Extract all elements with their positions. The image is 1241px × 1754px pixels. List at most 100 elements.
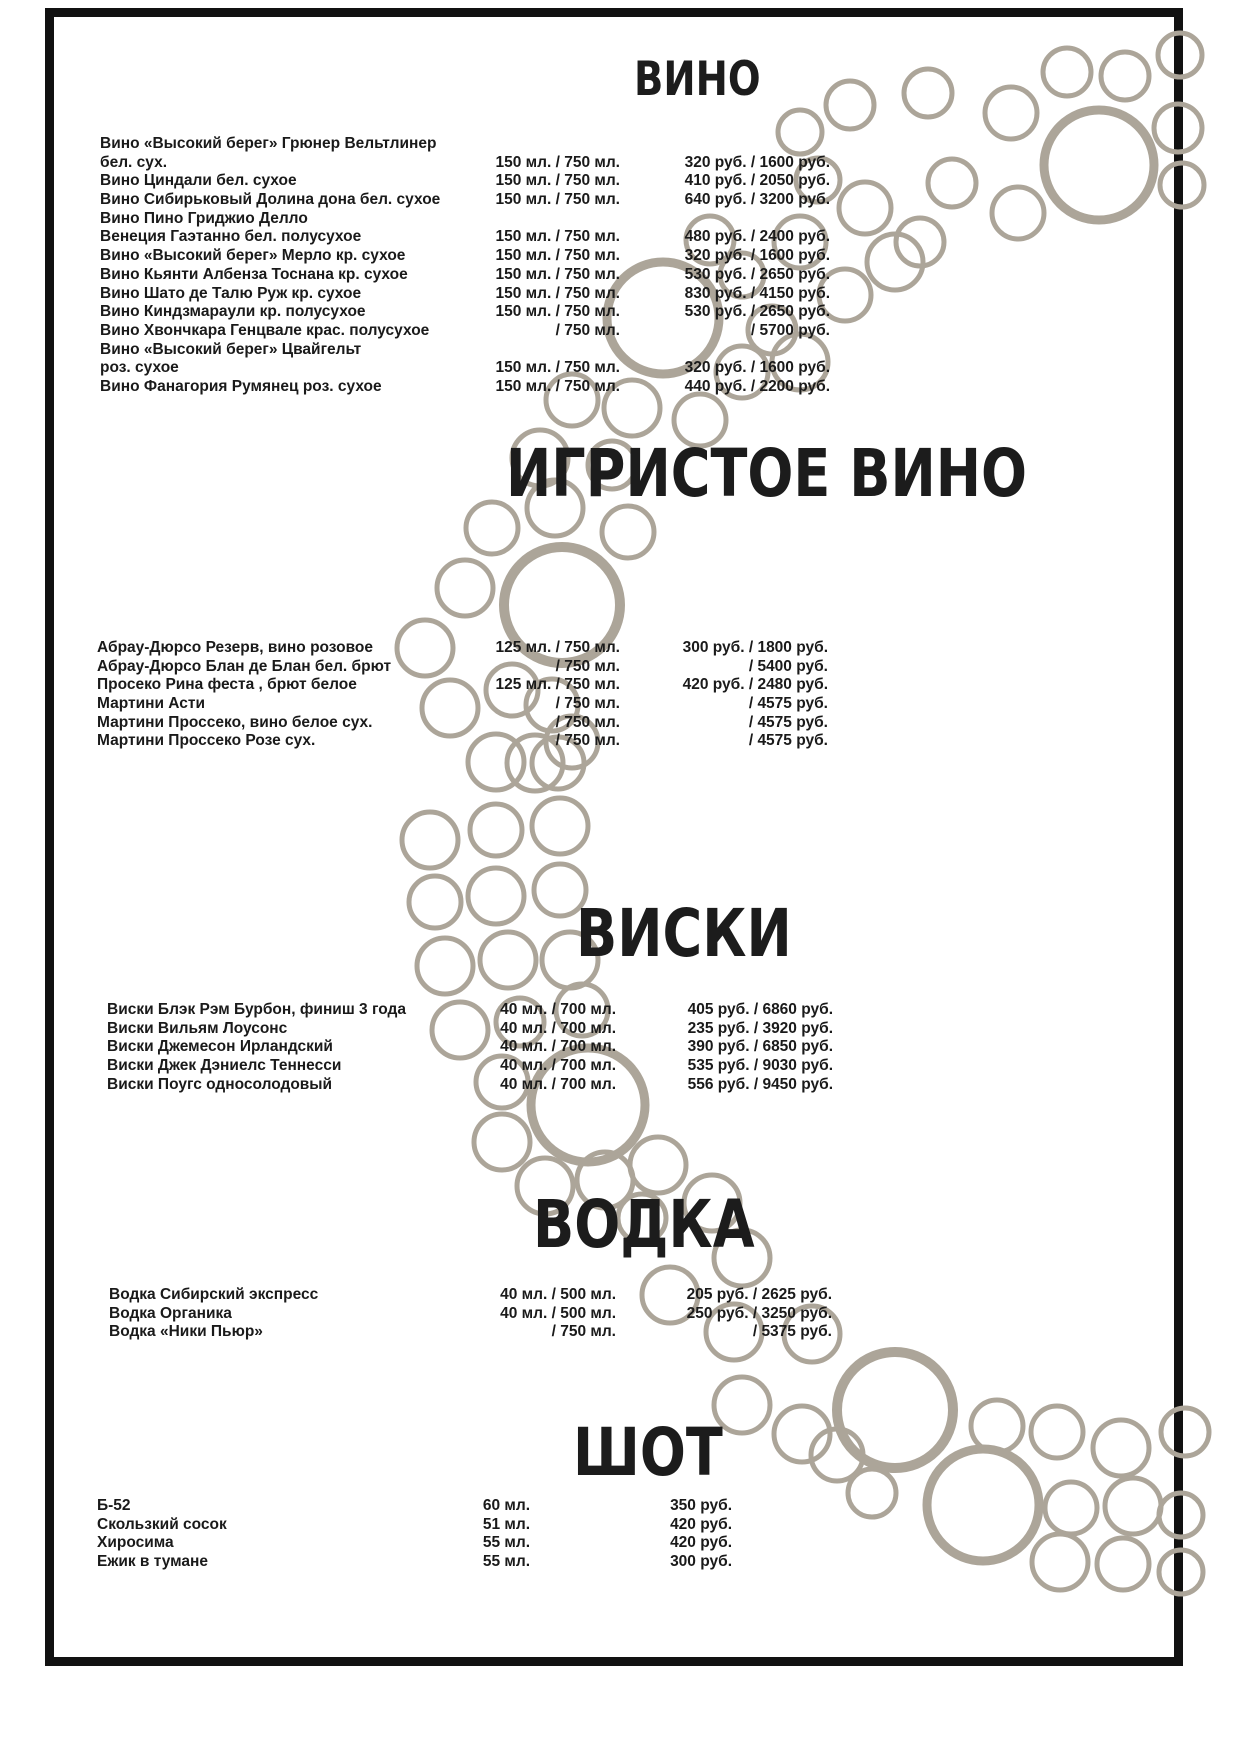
- menu-row: Вино Циндали бел. сухое 150 мл. / 750 мл.…: [0, 172, 1000, 191]
- menu-row: Виски Блэк Рэм Бурбон, финиш 3 года 40 мл…: [0, 1001, 1000, 1020]
- item-name: Вино Хвончкара Генцвале крас. полусухое: [100, 321, 430, 339]
- decorative-ring: [845, 1466, 899, 1520]
- item-name: Вино Киндзмараули кр. полусухое: [100, 303, 366, 321]
- item-volume: 150 мл. / 750 мл.: [495, 359, 621, 377]
- decorative-ring: [504, 732, 566, 794]
- decorative-ring: [473, 1053, 531, 1111]
- menu-row: Виски Джек Дэниелс Теннесси 40 мл. / 700 …: [0, 1057, 1000, 1076]
- decorative-ring: [1039, 105, 1159, 225]
- heading-wine: ВИНО: [634, 52, 761, 107]
- item-volume: 55 мл.: [482, 1553, 530, 1571]
- heading-whisky: ВИСКИ: [576, 895, 792, 972]
- item-volume: / 750 мл.: [551, 1323, 616, 1341]
- item-name: бел. сух.: [100, 153, 168, 171]
- decorative-ring: [1155, 30, 1205, 80]
- menu-row: Водка Органика 40 мл. / 500 мл. 250 руб. /…: [0, 1305, 1000, 1324]
- item-name: Виски Блэк Рэм Бурбон, финиш 3 года: [107, 1001, 406, 1018]
- decorative-ring: [893, 215, 947, 269]
- item-name: Просеко Рина феста , брют белое: [97, 676, 357, 694]
- item-price: 235 руб. / 3920 руб.: [687, 1019, 833, 1037]
- decorative-ring: [671, 391, 729, 449]
- decorative-ring: [601, 377, 663, 439]
- decorative-ring: [523, 676, 581, 734]
- decorative-ring: [543, 371, 601, 429]
- item-name: Абрау-Дюрсо Блан де Блан бел. брют: [97, 657, 392, 675]
- item-name: Венеция Гаэтанно бел. полусухое: [100, 228, 362, 246]
- decorative-ring: [968, 1397, 1026, 1455]
- decorative-ring: [989, 184, 1047, 242]
- decorative-ring: [493, 995, 547, 1049]
- item-name: Хиросима: [97, 1534, 174, 1552]
- item-volume: 40 мл. / 700 мл.: [500, 1075, 616, 1093]
- menu-row: Виски Поугс односолодовый 40 мл. / 700 мл…: [0, 1076, 1000, 1095]
- item-price: 640 руб. / 3200 руб.: [684, 191, 830, 209]
- item-name: Мартини Проссеко, вино белое сух.: [97, 713, 373, 731]
- decorative-ring: [982, 84, 1040, 142]
- decorative-ring: [585, 438, 639, 492]
- decorative-ring: [499, 542, 625, 668]
- item-volume: / 750 мл.: [555, 695, 620, 713]
- decorative-ring: [816, 266, 874, 324]
- decorative-ring: [531, 861, 589, 919]
- decorative-ring: [463, 499, 521, 557]
- decorative-ring: [414, 935, 476, 997]
- shot-list: Б-52 60 мл. 350 руб. Скользкий сосок 51 мл. 4…: [0, 1497, 1000, 1572]
- item-name: Вино Фанагория Румянец роз. сухое: [100, 377, 382, 395]
- wine-list: Вино «Высокий берег» Грюнер Вельтлинер бе…: [0, 135, 1000, 397]
- item-price: 320 руб. / 1600 руб.: [684, 153, 830, 171]
- menu-row: Венеция Гаэтанно бел. полусухое 150 мл. /…: [0, 228, 1000, 247]
- menu-row: Мартини Проссеко Розе сух. / 750 мл. / 457…: [0, 732, 1000, 751]
- item-price: / 5375 руб.: [752, 1323, 832, 1341]
- menu-row: Вино «Высокий берег» Цвайгельт: [0, 341, 1000, 360]
- item-price: 250 руб. / 3250 руб.: [686, 1304, 832, 1322]
- page-frame: [45, 8, 1183, 1666]
- item-volume: 150 мл. / 750 мл.: [495, 191, 621, 209]
- menu-row: Скользкий сосок 51 мл. 420 руб.: [0, 1516, 1000, 1535]
- menu-row: Вино Сибирьковый Долина дона бел. сухое 1…: [0, 191, 1000, 210]
- item-volume: 125 мл. / 750 мл.: [495, 639, 621, 656]
- item-price: / 4575 руб.: [748, 732, 828, 750]
- menu-row: Ежик в тумане 55 мл. 300 руб.: [0, 1553, 1000, 1572]
- decorative-ring: [1029, 1531, 1091, 1593]
- menu-row: Водка «Ники Пьюр» / 750 мл. / 5375 руб.: [0, 1323, 1000, 1342]
- decorative-ring: [1157, 160, 1207, 210]
- decorative-ring: [429, 999, 491, 1061]
- decorative-ring: [465, 731, 527, 793]
- item-volume: 40 мл. / 700 мл.: [500, 1019, 616, 1037]
- decorative-ring: [681, 1172, 743, 1234]
- vodka-list: Водка Сибирский экспресс 40 мл. / 500 мл.…: [0, 1286, 1000, 1342]
- decorative-ring: [434, 557, 496, 619]
- menu-row: Хиросима 55 мл. 420 руб.: [0, 1534, 1000, 1553]
- item-volume: 55 мл.: [482, 1534, 530, 1552]
- decorative-ring: [683, 213, 737, 267]
- decorative-ring: [711, 1374, 773, 1436]
- decorative-ring: [1156, 1490, 1206, 1540]
- item-price: / 4575 руб.: [748, 695, 828, 713]
- decorative-ring: [1028, 1403, 1086, 1461]
- item-volume: / 750 мл.: [555, 321, 620, 339]
- decorative-ring: [1042, 1479, 1100, 1537]
- decorative-ring: [836, 179, 894, 237]
- item-name: Вино Кьянти Албенза Тоснана кр. сухое: [100, 265, 408, 283]
- decorative-ring: [901, 66, 955, 120]
- item-volume: 60 мл.: [482, 1497, 530, 1514]
- item-name: Водка Сибирский экспресс: [109, 1286, 319, 1303]
- item-name: Виски Джек Дэниелс Теннесси: [107, 1057, 342, 1075]
- item-volume: 125 мл. / 750 мл.: [495, 676, 621, 694]
- item-volume: 40 мл. / 700 мл.: [500, 1057, 616, 1075]
- heading-vodka: ВОДКА: [533, 1186, 755, 1263]
- item-price: 205 руб. / 2625 руб.: [686, 1286, 832, 1303]
- menu-row: Вино Пино Гриджио Делло: [0, 210, 1000, 229]
- decorative-ring: [639, 1264, 701, 1326]
- decorative-ring: [922, 1444, 1044, 1566]
- decorative-ring: [615, 1191, 669, 1245]
- item-name: Виски Джемесон Ирландский: [107, 1038, 333, 1056]
- decorative-ring: [771, 1403, 833, 1465]
- menu-row: роз. сухое 150 мл. / 750 мл. 320 руб. / 16…: [0, 359, 1000, 378]
- decorative-ring: [771, 213, 829, 271]
- item-name: Водка «Ники Пьюр»: [109, 1323, 263, 1341]
- item-price: 440 руб. / 2200 руб.: [684, 377, 830, 395]
- decorative-ring: [1094, 1535, 1152, 1593]
- item-name: Мартини Проссеко Розе сух.: [97, 732, 316, 750]
